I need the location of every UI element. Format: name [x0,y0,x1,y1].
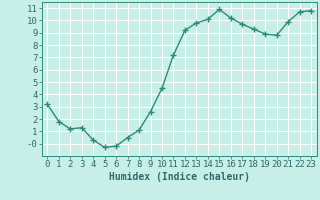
X-axis label: Humidex (Indice chaleur): Humidex (Indice chaleur) [109,172,250,182]
